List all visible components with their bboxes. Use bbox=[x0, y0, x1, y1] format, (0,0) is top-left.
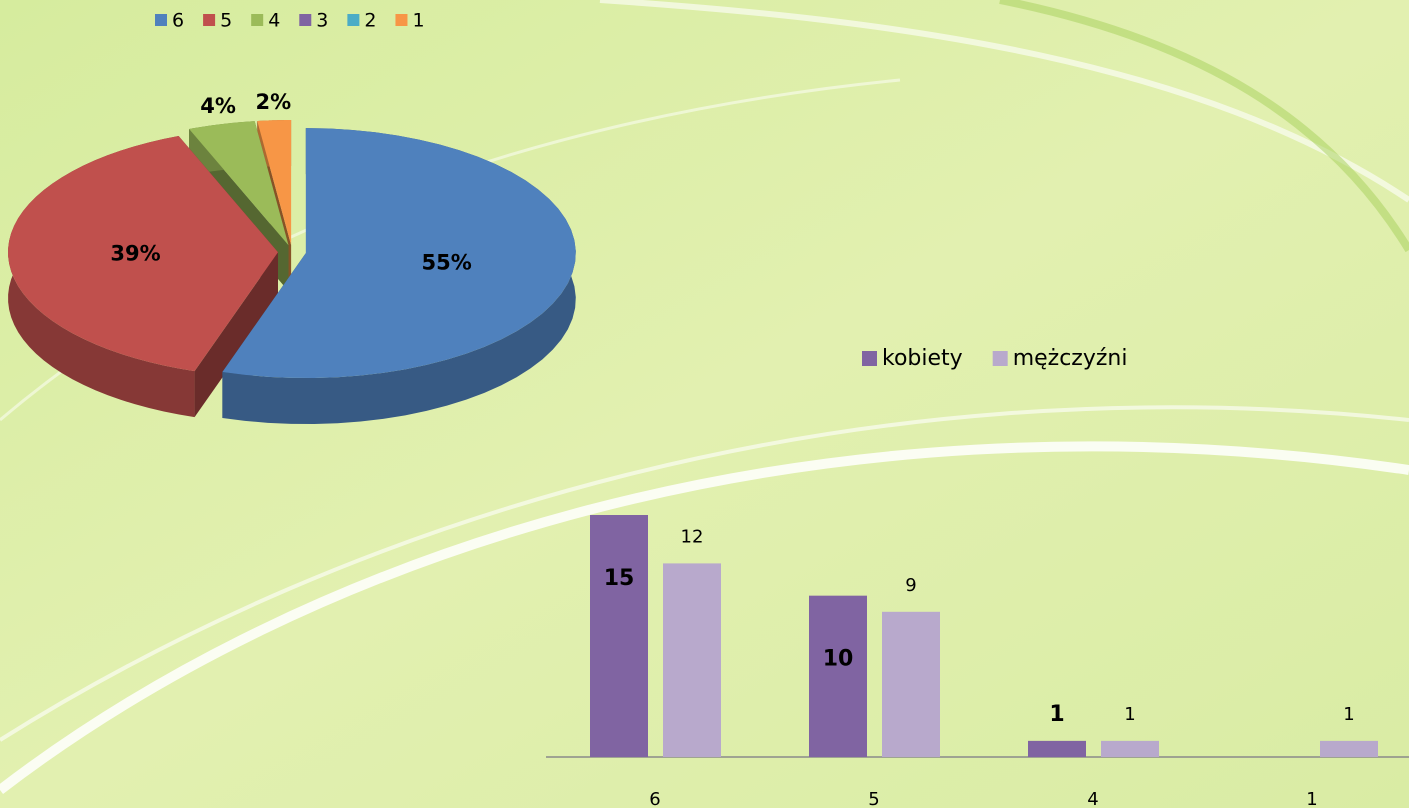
data-label: 10 bbox=[823, 647, 854, 672]
legend-label: mężczyźni bbox=[1013, 346, 1128, 371]
legend-label: 2 bbox=[364, 10, 376, 32]
legend-label: 6 bbox=[172, 10, 184, 32]
legend-swatch bbox=[347, 14, 360, 26]
legend-swatch bbox=[299, 14, 312, 26]
pie-slice-top bbox=[8, 135, 279, 372]
legend-swatch bbox=[251, 14, 264, 26]
bar bbox=[1028, 740, 1086, 757]
x-tick-label: 4 bbox=[1087, 789, 1098, 808]
bar bbox=[590, 515, 648, 757]
data-label: 55% bbox=[422, 250, 472, 274]
data-label: 15 bbox=[604, 566, 635, 591]
legend-label: 3 bbox=[316, 10, 328, 32]
legend-label: 4 bbox=[268, 10, 280, 32]
pie-slice-top bbox=[257, 120, 292, 246]
pie-slice bbox=[8, 135, 279, 418]
data-label: 12 bbox=[681, 526, 704, 547]
bar bbox=[809, 595, 867, 757]
data-label: 39% bbox=[110, 241, 160, 265]
legend-swatch bbox=[862, 351, 877, 366]
bar bbox=[1320, 740, 1378, 757]
legend-label: 5 bbox=[220, 10, 232, 32]
legend-swatch bbox=[203, 14, 216, 26]
swoosh bbox=[0, 405, 1409, 742]
swoosh bbox=[599, 0, 1409, 203]
pie-slice bbox=[222, 128, 576, 425]
bar bbox=[1101, 740, 1159, 757]
bar bbox=[882, 611, 940, 757]
legend-swatch bbox=[395, 14, 408, 26]
x-tick-label: 5 bbox=[868, 789, 879, 808]
legend-swatch bbox=[155, 14, 167, 26]
bar bbox=[663, 563, 721, 757]
data-label: 2% bbox=[256, 90, 292, 114]
data-label: 1 bbox=[1049, 702, 1064, 727]
data-label: 4% bbox=[200, 94, 236, 118]
x-tick-label: 6 bbox=[649, 789, 660, 808]
data-label: 9 bbox=[905, 575, 916, 596]
legend-swatch bbox=[992, 351, 1008, 366]
data-label: 1 bbox=[1343, 704, 1354, 725]
swoosh bbox=[999, 0, 1409, 253]
data-label: 1 bbox=[1124, 704, 1135, 725]
pie-slice-wall bbox=[194, 252, 279, 418]
x-tick-label: 1 bbox=[1306, 789, 1317, 808]
pie-slice-top bbox=[222, 128, 576, 379]
legend-label: kobiety bbox=[882, 346, 963, 371]
pie-slice-top bbox=[189, 121, 289, 246]
swoosh bbox=[0, 441, 1409, 794]
legend-label: 1 bbox=[412, 10, 424, 32]
